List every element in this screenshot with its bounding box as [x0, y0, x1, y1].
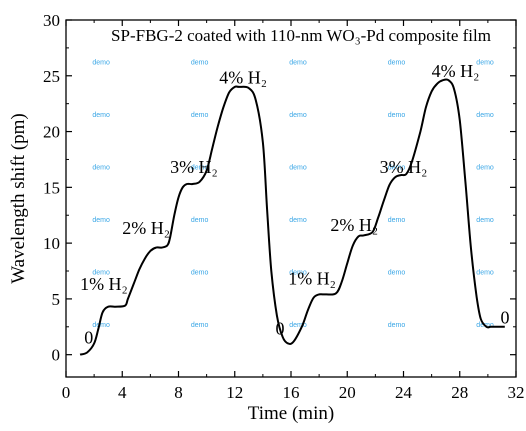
watermark-text: demo — [476, 60, 494, 67]
watermark-text: demo — [92, 112, 110, 119]
annotation-label: 0 — [501, 307, 510, 327]
ticks-layer: 0 4 8 12 16 20 24 28 32 0 5 10 15 20 25 30 — [43, 11, 525, 402]
x-tick-label: 12 — [226, 383, 243, 402]
watermark-text: demo — [289, 164, 307, 171]
annotation-label: 0 — [276, 319, 285, 339]
x-tick-label: 8 — [174, 383, 183, 402]
watermark-text: demo — [289, 269, 307, 276]
watermark-text: demo — [92, 217, 110, 224]
watermark-text: demo — [191, 217, 209, 224]
y-tick-label: 15 — [43, 178, 60, 197]
annotation-label: 2% H₂ — [330, 215, 378, 235]
watermark-text: demo — [289, 322, 307, 329]
y-tick-label: 5 — [52, 290, 61, 309]
y-tick-label: 20 — [43, 123, 60, 142]
watermark-text: demo — [191, 60, 209, 67]
annotation-label: 1% H₂ — [80, 274, 128, 294]
annotation-label: 0 — [84, 328, 93, 348]
watermark-text: demo — [92, 164, 110, 171]
watermark-text: demo — [92, 269, 110, 276]
annotation-label: 3% H₂ — [170, 157, 218, 177]
annotation-label: 4% H₂ — [432, 61, 480, 81]
watermark-text: demo — [191, 322, 209, 329]
watermark-text: demo — [476, 164, 494, 171]
x-tick-label: 0 — [62, 383, 71, 402]
chart-title: SP-FBG-2 coated with 110-nm WO₃-Pd compo… — [111, 26, 491, 45]
annotation-layer: 0 1% H₂ 2% H₂ 3% H₂ 4% H₂ 0 1% H₂ 2% H₂ 3% H₂ 4% … — [80, 61, 509, 348]
series-layer — [79, 78, 505, 356]
x-axis-title: Time (min) — [248, 403, 334, 424]
y-tick-label: 25 — [43, 67, 60, 86]
watermark-text: demo — [388, 112, 406, 119]
watermark-text: demo — [388, 269, 406, 276]
x-tick-label: 20 — [339, 383, 356, 402]
watermark-text: demo — [388, 164, 406, 171]
annotation-label: 4% H₂ — [219, 68, 267, 88]
watermark-text: demo — [388, 322, 406, 329]
watermark-text: demo — [191, 269, 209, 276]
x-tick-label: 28 — [451, 383, 468, 402]
watermark-text: demo — [476, 112, 494, 119]
x-tick-label: 16 — [283, 383, 300, 402]
watermark-text: demo — [92, 322, 110, 329]
y-tick-label: 0 — [52, 346, 61, 365]
x-tick-label: 24 — [395, 383, 413, 402]
watermark-text: demo — [191, 164, 209, 171]
x-tick-label: 32 — [508, 383, 525, 402]
annotation-label: 1% H₂ — [288, 268, 336, 288]
annotation-label: 3% H₂ — [380, 157, 428, 177]
y-tick-label: 10 — [43, 234, 60, 253]
annotation-label: 2% H₂ — [122, 218, 170, 238]
watermark-text: demo — [476, 269, 494, 276]
watermark-text: demo — [289, 60, 307, 67]
watermark-text: demo — [388, 217, 406, 224]
watermark-text: demo — [92, 60, 110, 67]
watermark-text: demo — [476, 217, 494, 224]
x-tick-label: 4 — [118, 383, 127, 402]
watermark-text: demo — [191, 112, 209, 119]
watermark-text: demo — [289, 217, 307, 224]
watermark-text: demo — [289, 112, 307, 119]
series-line — [79, 78, 505, 356]
y-tick-label: 30 — [43, 11, 60, 30]
watermark-text: demo — [388, 60, 406, 67]
watermark-layer: demo demo demo demo demo demo demo demo demo demo… — [92, 60, 494, 329]
y-axis-title: Wavelength shift (pm) — [8, 113, 29, 283]
